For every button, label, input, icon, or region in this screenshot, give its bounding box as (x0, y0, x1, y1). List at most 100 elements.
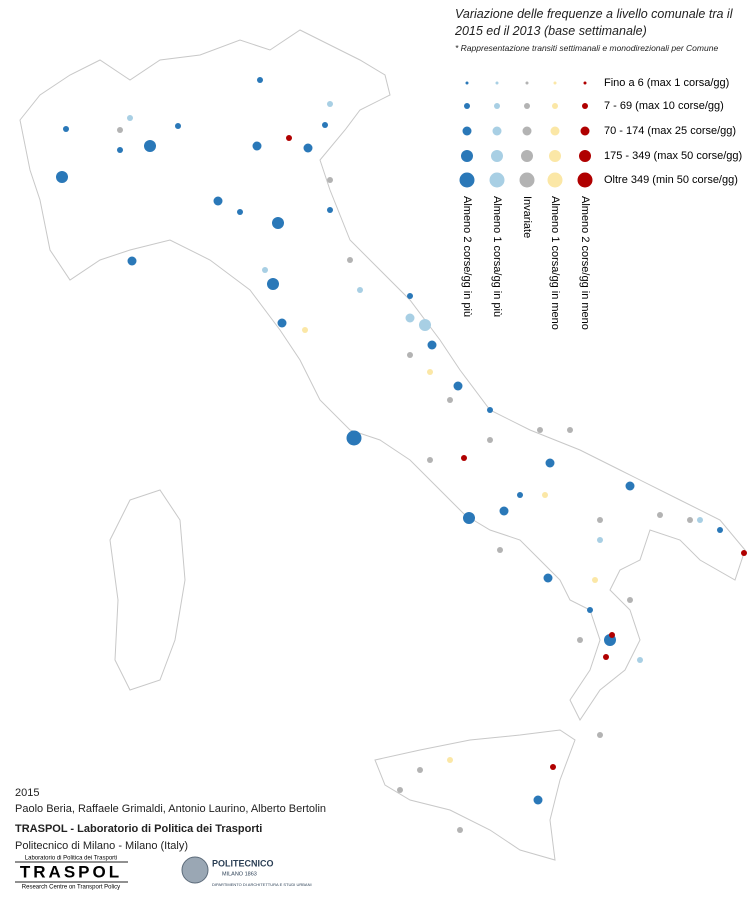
logo-text: Laboratorio di Politica dei Trasporti (25, 856, 117, 862)
municipality-dot (597, 732, 603, 738)
legend-symbol (549, 150, 561, 162)
legend-class-label: Almeno 1 corsa/gg in meno (549, 196, 561, 330)
municipality-dot (252, 141, 262, 151)
municipality-dot (302, 327, 308, 333)
municipality-dot (543, 573, 553, 583)
municipality-dot (286, 135, 292, 141)
municipality-dot (487, 437, 493, 443)
municipality-dot (533, 795, 543, 805)
legend-symbol (583, 81, 587, 85)
legend-symbol (547, 172, 563, 188)
municipality-dot (407, 293, 413, 299)
municipality-dot (545, 458, 555, 468)
legend-symbol (579, 150, 591, 162)
municipality-dot (303, 143, 313, 153)
municipality-dot (357, 287, 363, 293)
credit-year: 2015 (15, 787, 40, 799)
municipality-dot (687, 517, 693, 523)
credit-authors: Paolo Beria, Raffaele Grimaldi, Antonio … (15, 803, 327, 815)
logo-text: MILANO 1863 (222, 871, 257, 877)
credit-institution: Politecnico di Milano - Milano (Italy) (15, 840, 189, 852)
legend-class-label: Almeno 2 corse/gg in meno (579, 196, 591, 330)
credit-lab: TRASPOL - Laboratorio di Politica dei Tr… (15, 823, 263, 835)
municipality-dot (347, 257, 353, 263)
polimi-logo: POLITECNICO MILANO 1863 DIPARTIMENTO DI … (181, 856, 312, 887)
logo-name: POLITECNICO (212, 858, 274, 868)
municipality-dot (447, 397, 453, 403)
legend-class-label: Almeno 2 corse/gg in più (461, 196, 473, 317)
municipality-dot (461, 455, 467, 461)
municipality-dot (741, 550, 747, 556)
municipality-dot (609, 632, 615, 638)
legend-size-label: Oltre 349 (min 50 corse/gg) (604, 174, 738, 186)
municipality-dot (63, 126, 69, 132)
municipality-dot (262, 267, 268, 273)
legend-symbol (462, 126, 472, 136)
legend-symbol (494, 103, 500, 109)
legend-size-label: Fino a 6 (max 1 corsa/gg) (604, 77, 729, 89)
municipality-dot (542, 492, 548, 498)
municipality-dot (499, 506, 509, 516)
legend-symbol (552, 103, 558, 109)
municipality-dot (577, 637, 583, 643)
municipality-dot (322, 122, 328, 128)
peninsula (19, 29, 746, 721)
municipality-dot (427, 369, 433, 375)
traspol-logo: Laboratorio di Politica dei Trasporti TR… (15, 856, 128, 891)
municipality-dot (213, 196, 223, 206)
legend-symbol (495, 81, 499, 85)
municipality-dot (592, 577, 598, 583)
municipality-dot (597, 537, 603, 543)
municipality-dot (697, 517, 703, 523)
municipality-dot (407, 352, 413, 358)
municipality-dot (517, 492, 523, 498)
municipality-dot (567, 427, 573, 433)
municipality-dot (447, 757, 453, 763)
municipality-dot (237, 209, 243, 215)
municipality-dot (453, 381, 463, 391)
municipality-dot (56, 171, 68, 183)
municipality-dot (327, 207, 333, 213)
legend-symbol (464, 103, 470, 109)
municipality-dot (597, 517, 603, 523)
municipality-dot (405, 313, 415, 323)
municipality-dot (497, 547, 503, 553)
legend-size-label: 7 - 69 (max 10 corse/gg) (604, 100, 724, 112)
sardinia (109, 489, 186, 691)
municipality-dots (56, 77, 747, 833)
municipality-dot (487, 407, 493, 413)
legend-symbol (489, 172, 505, 188)
municipality-dot (627, 597, 633, 603)
logo-seal (181, 856, 209, 884)
note: * Rappresentazione transiti settimanali … (455, 43, 719, 53)
municipality-dot (537, 427, 543, 433)
municipality-dot (457, 827, 463, 833)
municipality-dot (127, 115, 133, 121)
legend-symbol (580, 126, 590, 136)
legend-symbol (550, 126, 560, 136)
municipality-dot (717, 527, 723, 533)
legend-class-label: Almeno 1 corsa/gg in più (491, 196, 503, 317)
municipality-dot (346, 430, 362, 446)
municipality-dot (657, 512, 663, 518)
municipality-dot (427, 457, 433, 463)
municipality-dot (327, 177, 333, 183)
municipality-dot (117, 127, 123, 133)
municipality-dot (417, 767, 423, 773)
municipality-dot (397, 787, 403, 793)
legend-symbol (491, 150, 503, 162)
municipality-dot (463, 512, 475, 524)
legend-symbol (553, 81, 557, 85)
logo-text: Research Centre on Transport Policy (22, 885, 120, 891)
legend-symbol (459, 172, 475, 188)
logo-name: TRASPOL (20, 862, 122, 881)
municipality-dot (277, 318, 287, 328)
sicily (374, 729, 576, 861)
legend-size-label: 70 - 174 (max 25 corse/gg) (604, 125, 736, 137)
municipality-dot (327, 101, 333, 107)
legend-symbol (522, 126, 532, 136)
municipality-dot (175, 123, 181, 129)
municipality-dot (267, 278, 279, 290)
